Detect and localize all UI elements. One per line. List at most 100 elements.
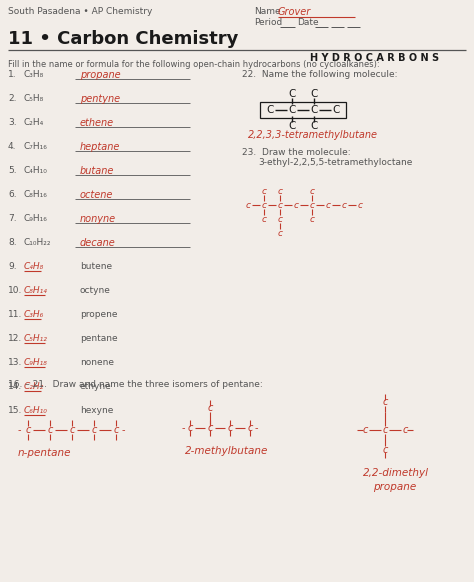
Text: c: c xyxy=(277,186,283,196)
Text: Name: Name xyxy=(254,7,281,16)
Text: 1.: 1. xyxy=(8,70,17,79)
Text: 10.: 10. xyxy=(8,286,22,295)
Text: C₈H₁₄: C₈H₁₄ xyxy=(24,286,48,295)
Text: c: c xyxy=(47,425,53,435)
Text: ethene: ethene xyxy=(80,118,114,128)
Text: c: c xyxy=(383,425,388,435)
Text: C₉H₁₈: C₉H₁₈ xyxy=(24,358,48,367)
Text: 2,2,3,3-tetramethylbutane: 2,2,3,3-tetramethylbutane xyxy=(248,130,378,140)
Text: -: - xyxy=(122,425,126,435)
Text: 22.  Name the following molecule:: 22. Name the following molecule: xyxy=(242,70,398,79)
Text: c: c xyxy=(246,201,250,210)
Text: C₃H₆: C₃H₆ xyxy=(24,310,44,319)
Text: 2-methylbutane: 2-methylbutane xyxy=(185,446,268,456)
Text: 13.: 13. xyxy=(8,358,22,367)
Text: C: C xyxy=(288,105,296,115)
Text: octene: octene xyxy=(80,190,113,200)
Text: c: c xyxy=(113,425,118,435)
Text: c: c xyxy=(247,423,253,433)
Text: C₄H₈: C₄H₈ xyxy=(24,262,44,271)
Text: 11 • Carbon Chemistry: 11 • Carbon Chemistry xyxy=(8,30,238,48)
Text: 14.: 14. xyxy=(8,382,22,391)
Text: 6.: 6. xyxy=(8,190,17,199)
Text: decane: decane xyxy=(80,238,116,248)
Text: nonene: nonene xyxy=(80,358,114,367)
Text: 5.: 5. xyxy=(8,166,17,175)
Text: c: c xyxy=(262,215,266,223)
Text: C: C xyxy=(332,105,340,115)
Text: 4.: 4. xyxy=(8,142,17,151)
Text: C₂H₄: C₂H₄ xyxy=(24,118,44,127)
Bar xyxy=(260,102,346,118)
Text: 3.: 3. xyxy=(8,118,17,127)
Text: c: c xyxy=(383,445,388,455)
Text: 2,2-dimethyl: 2,2-dimethyl xyxy=(363,468,429,478)
Text: 12.: 12. xyxy=(8,334,22,343)
Text: H Y D R O C A R B O N S: H Y D R O C A R B O N S xyxy=(310,53,439,63)
Text: C: C xyxy=(310,121,318,131)
Text: 9.: 9. xyxy=(8,262,17,271)
Text: C: C xyxy=(266,105,273,115)
Text: propane: propane xyxy=(80,70,120,80)
Text: C: C xyxy=(310,89,318,99)
Text: c: c xyxy=(228,423,233,433)
Text: c: c xyxy=(262,201,266,210)
Text: butane: butane xyxy=(80,166,114,176)
Text: propene: propene xyxy=(80,310,118,319)
Text: c: c xyxy=(357,201,363,210)
Text: 15.: 15. xyxy=(8,406,22,415)
Text: c: c xyxy=(362,425,368,435)
Text: c: c xyxy=(69,425,75,435)
Text: C₅H₁₂: C₅H₁₂ xyxy=(24,334,48,343)
Text: heptane: heptane xyxy=(80,142,120,152)
Text: Date: Date xyxy=(297,18,319,27)
Text: Grover: Grover xyxy=(278,7,311,17)
Text: C₄H₁₀: C₄H₁₀ xyxy=(24,166,48,175)
Text: 23.  Draw the molecule:: 23. Draw the molecule: xyxy=(242,148,351,157)
Text: C₈H₁₆: C₈H₁₆ xyxy=(24,190,48,199)
Text: nonyne: nonyne xyxy=(80,214,116,224)
Text: c: c xyxy=(383,397,388,407)
Text: c: c xyxy=(277,201,283,210)
Text: -: - xyxy=(255,423,258,433)
Text: Fill in the name or formula for the following open-chain hydrocarbons (no cycloa: Fill in the name or formula for the foll… xyxy=(8,60,380,69)
Text: butene: butene xyxy=(80,262,112,271)
Text: c: c xyxy=(207,423,213,433)
Text: c: c xyxy=(310,186,315,196)
Text: C₆H₁₀: C₆H₁₀ xyxy=(24,406,48,415)
Text: octyne: octyne xyxy=(80,286,111,295)
Text: 2.: 2. xyxy=(8,94,17,103)
Text: C: C xyxy=(288,121,296,131)
Text: -: - xyxy=(18,425,21,435)
Text: propane: propane xyxy=(373,482,416,492)
Text: c: c xyxy=(293,201,299,210)
Text: c: c xyxy=(207,403,213,413)
Text: C₉H₁₆: C₉H₁₆ xyxy=(24,214,48,223)
Text: c: c xyxy=(262,186,266,196)
Text: C₃H₈: C₃H₈ xyxy=(24,70,44,79)
Text: c: c xyxy=(341,201,346,210)
Text: 11.: 11. xyxy=(8,310,22,319)
Text: c: c xyxy=(277,215,283,223)
Text: pentane: pentane xyxy=(80,334,118,343)
Text: South Pasadena • AP Chemistry: South Pasadena • AP Chemistry xyxy=(8,7,152,16)
Text: C: C xyxy=(288,89,296,99)
Text: c: c xyxy=(326,201,330,210)
Text: C₅H₈: C₅H₈ xyxy=(24,94,44,103)
Text: 7.: 7. xyxy=(8,214,17,223)
Text: c: c xyxy=(310,201,315,210)
Text: -: - xyxy=(182,423,185,433)
Text: C: C xyxy=(310,105,318,115)
Text: c: c xyxy=(91,425,97,435)
Text: Period: Period xyxy=(254,18,282,27)
Text: pentyne: pentyne xyxy=(80,94,120,104)
Text: C₂H₂: C₂H₂ xyxy=(24,382,44,391)
Text: n-pentane: n-pentane xyxy=(18,448,72,458)
Text: hexyne: hexyne xyxy=(80,406,113,415)
Text: c: c xyxy=(25,425,31,435)
Text: c: c xyxy=(402,425,408,435)
Text: c: c xyxy=(187,423,193,433)
Text: C₁₀H₂₂: C₁₀H₂₂ xyxy=(24,238,52,247)
Text: 3-ethyl-2,2,5,5-tetramethyloctane: 3-ethyl-2,2,5,5-tetramethyloctane xyxy=(258,158,412,167)
Text: 8.: 8. xyxy=(8,238,17,247)
